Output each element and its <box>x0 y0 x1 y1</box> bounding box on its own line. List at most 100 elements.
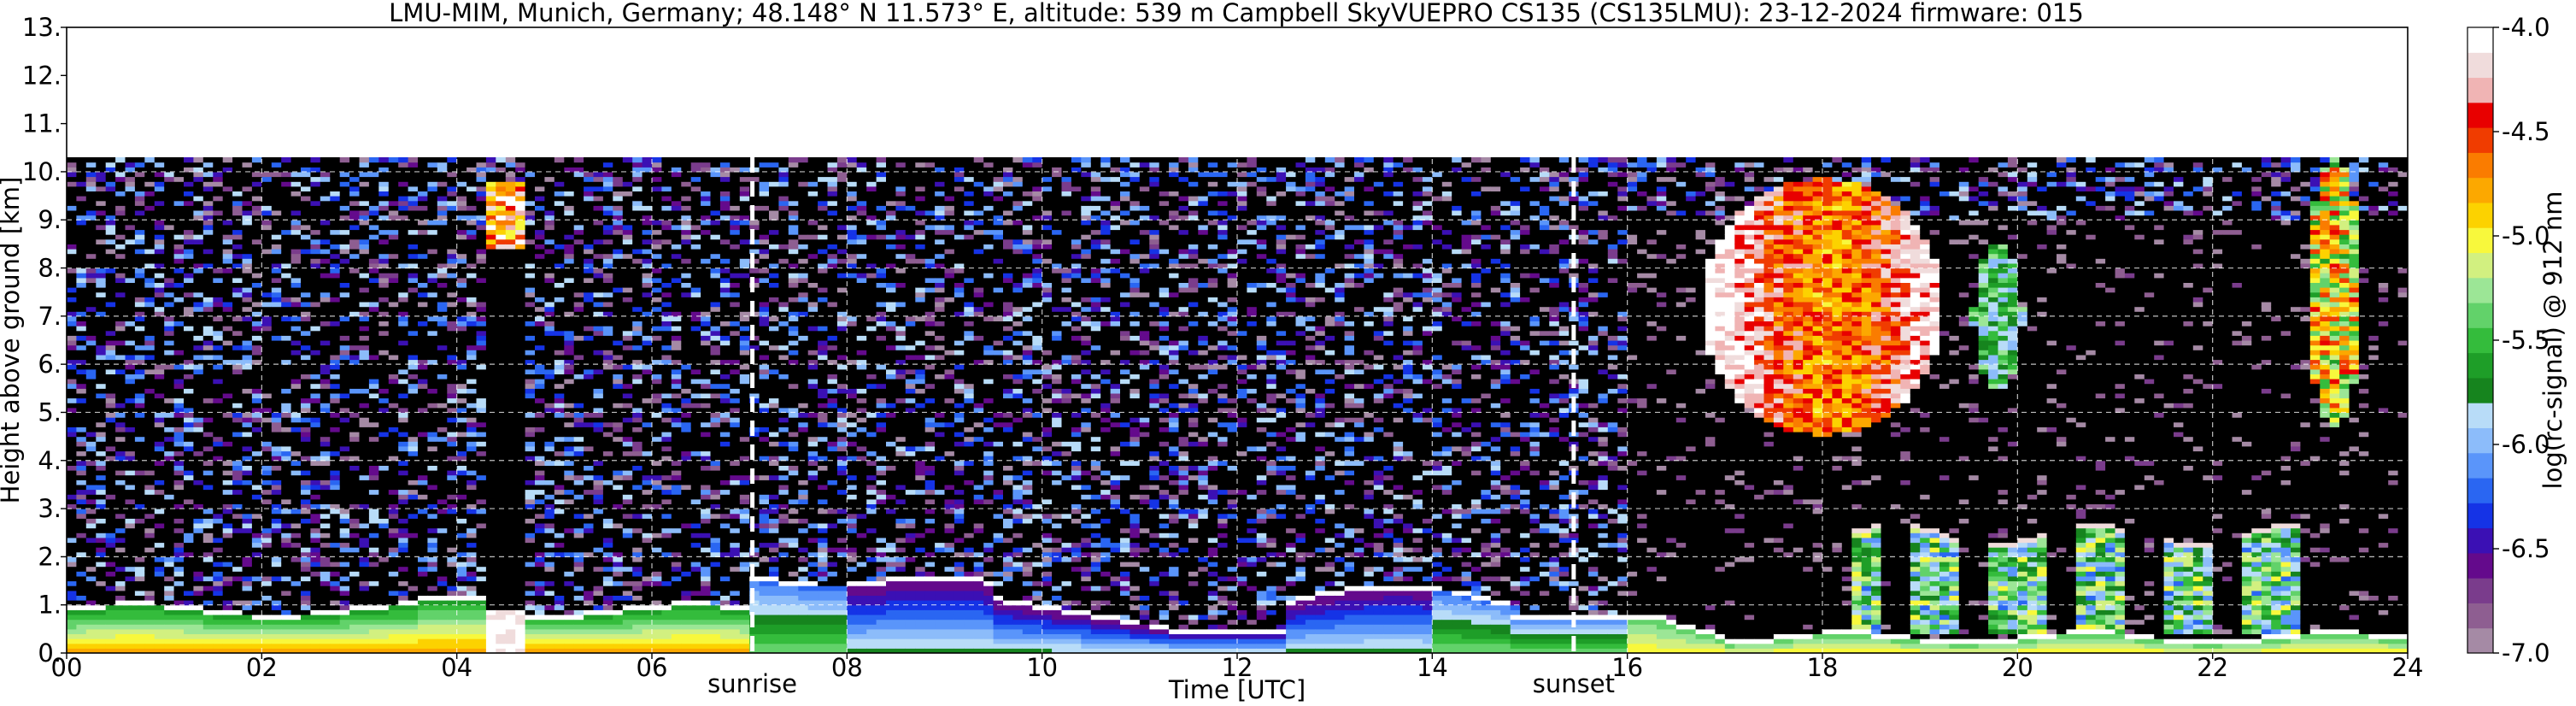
heatmap-cell <box>320 470 331 476</box>
heatmap-cell <box>525 330 536 336</box>
heatmap-cell <box>301 350 311 356</box>
heatmap-cell <box>271 450 282 456</box>
heatmap-cell <box>447 287 458 293</box>
heatmap-cell <box>408 196 419 202</box>
heatmap-cell <box>515 562 526 568</box>
heatmap-cell <box>476 604 487 610</box>
heatmap-cell <box>427 196 438 202</box>
heatmap-cell <box>359 335 370 341</box>
heatmap-cell <box>281 470 292 476</box>
heatmap-cell <box>339 456 350 462</box>
heatmap-cell <box>154 234 165 240</box>
heatmap-cell <box>154 374 165 379</box>
heatmap-cell <box>525 157 536 163</box>
heatmap-cell <box>398 484 409 491</box>
heatmap-cell <box>476 484 487 491</box>
heatmap-cell <box>525 412 536 418</box>
heatmap-cell <box>447 547 458 553</box>
heatmap-cell <box>378 532 390 538</box>
heatmap-cell <box>320 624 331 630</box>
heatmap-cell <box>290 374 302 379</box>
heatmap-cell <box>184 648 194 653</box>
heatmap-cell <box>515 575 526 582</box>
heatmap-cell <box>105 575 116 582</box>
heatmap-cell <box>222 244 233 250</box>
heatmap-cell <box>535 590 545 596</box>
heatmap-cell <box>476 287 487 293</box>
heatmap-cell <box>310 306 321 312</box>
heatmap-cell <box>193 224 204 231</box>
heatmap-cell <box>281 474 292 480</box>
heatmap-cell <box>281 282 292 288</box>
heatmap-cell <box>515 643 526 649</box>
heatmap-cell <box>301 277 311 283</box>
heatmap-cell <box>301 518 311 524</box>
heatmap-cell <box>281 417 292 423</box>
heatmap-cell <box>164 551 175 557</box>
heatmap-cell <box>164 268 175 274</box>
heatmap-cell <box>242 282 253 288</box>
heatmap-cell <box>476 374 487 379</box>
heatmap-cell <box>388 436 399 442</box>
heatmap-cell <box>437 200 448 206</box>
heatmap-cell <box>164 200 175 206</box>
heatmap-cell <box>67 273 77 279</box>
heatmap-cell <box>67 580 77 586</box>
heatmap-cell <box>261 321 273 327</box>
heatmap-cell <box>67 609 77 615</box>
heatmap-cell <box>105 359 116 365</box>
heatmap-cell <box>476 503 487 509</box>
heatmap-cell <box>251 311 262 317</box>
heatmap-cell <box>76 470 87 476</box>
heatmap-cell <box>437 441 448 447</box>
heatmap-cell <box>173 542 185 548</box>
heatmap-cell <box>96 171 107 178</box>
heatmap-cell <box>349 600 361 606</box>
heatmap-cell <box>320 580 331 586</box>
heatmap-cell <box>301 157 311 163</box>
heatmap-cell <box>85 527 97 533</box>
heatmap-cell <box>173 344 185 350</box>
heatmap-cell <box>76 489 87 495</box>
heatmap-cell <box>349 157 361 163</box>
heatmap-cell <box>388 262 399 269</box>
heatmap-cell <box>173 537 185 544</box>
heatmap-cell <box>173 498 185 504</box>
heatmap-cell <box>242 162 253 168</box>
heatmap-cell <box>144 383 155 389</box>
heatmap-cell <box>164 340 175 346</box>
heatmap-cell <box>359 456 370 462</box>
heatmap-cell <box>105 417 116 423</box>
heatmap-cell <box>281 321 292 327</box>
heatmap-cell <box>115 181 126 187</box>
heatmap-cell <box>164 532 175 538</box>
heatmap-cell <box>173 262 185 269</box>
heatmap-cell <box>202 340 214 346</box>
heatmap-cell <box>271 628 282 634</box>
heatmap-cell <box>359 417 370 423</box>
heatmap-cell <box>437 407 448 413</box>
heatmap-cell <box>476 335 487 341</box>
heatmap-cell <box>485 571 496 577</box>
heatmap-cell <box>222 518 233 524</box>
heatmap-cell <box>251 392 262 399</box>
heatmap-cell <box>466 571 478 577</box>
heatmap-cell <box>466 215 478 221</box>
heatmap-cell <box>242 580 253 586</box>
heatmap-cell <box>496 474 507 480</box>
heatmap-cell <box>193 273 204 279</box>
heatmap-cell <box>418 595 428 601</box>
heatmap-cell <box>76 374 87 379</box>
heatmap-cell <box>398 407 409 413</box>
heatmap-cell <box>213 484 224 491</box>
heatmap-cell <box>388 556 399 562</box>
heatmap-cell <box>476 215 487 221</box>
heatmap-cell <box>134 619 145 625</box>
heatmap-cell <box>418 432 428 438</box>
heatmap-cell <box>378 575 390 582</box>
heatmap-cell <box>398 234 409 240</box>
heatmap-cell <box>378 330 390 336</box>
heatmap-cell <box>476 368 487 374</box>
heatmap-cell <box>466 291 478 297</box>
heatmap-cell <box>96 643 107 649</box>
